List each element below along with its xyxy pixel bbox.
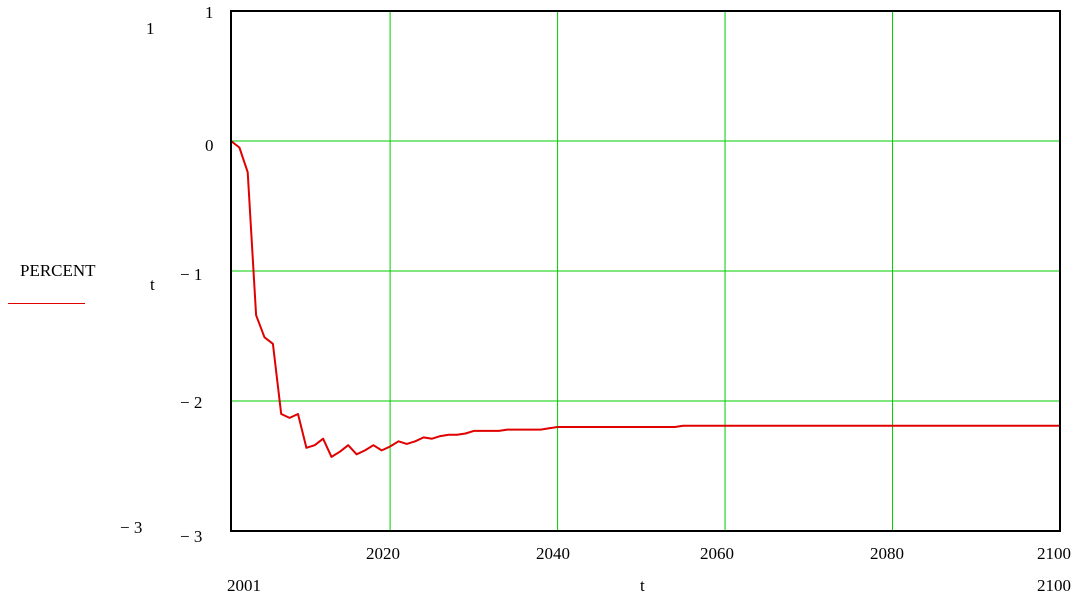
- x-tick-label: 2080: [870, 544, 904, 563]
- x-range-max-label: 2100: [1037, 576, 1071, 595]
- plot-frame: [230, 10, 1061, 532]
- y-range-min-label: − 3: [120, 518, 143, 537]
- x-tick-label: 2100: [1037, 544, 1071, 563]
- x-range-min-label: 2001: [227, 576, 261, 595]
- y-tick-label: 0: [205, 136, 214, 155]
- x-tick-label: 2040: [536, 544, 570, 563]
- y-range-max-label: 1: [146, 19, 155, 38]
- series-line-percent: [230, 140, 1060, 458]
- legend-label-percent: PERCENT: [20, 261, 96, 280]
- y-tick-label: − 3: [180, 527, 203, 546]
- y-tick-label: − 2: [180, 393, 203, 412]
- x-axis-label: t: [640, 576, 645, 595]
- y-tick-label: − 1: [180, 265, 203, 284]
- x-tick-label: 2020: [366, 544, 400, 563]
- x-tick-label: 2060: [700, 544, 734, 563]
- y-tick-label: 1: [205, 3, 214, 22]
- legend-swatch-percent: [8, 303, 85, 304]
- y-axis-label: t: [150, 275, 155, 294]
